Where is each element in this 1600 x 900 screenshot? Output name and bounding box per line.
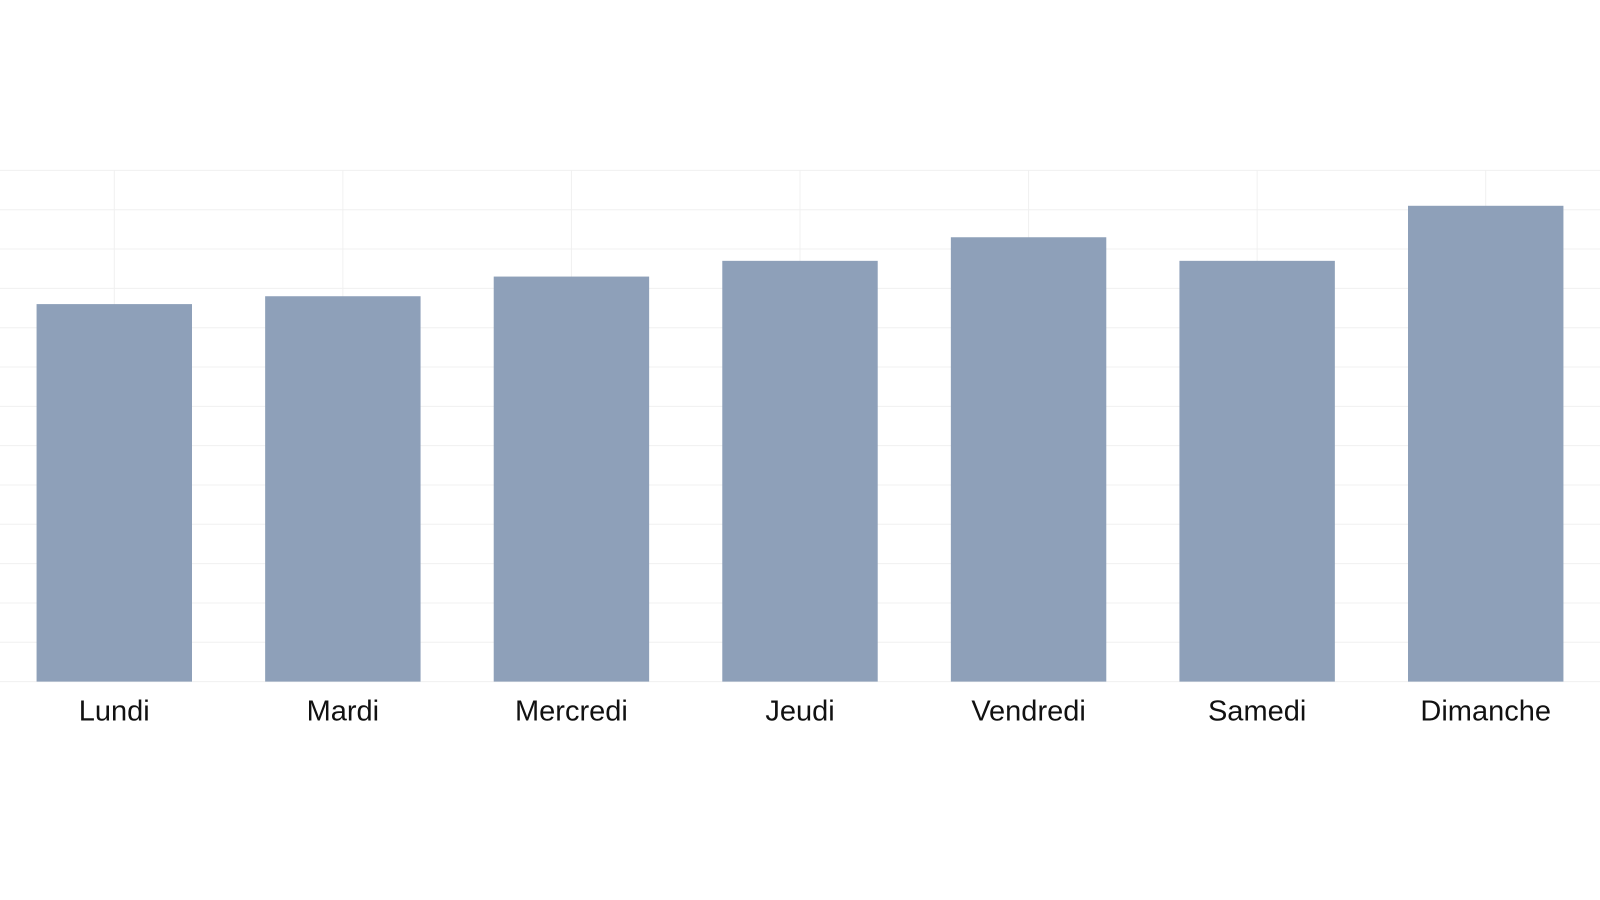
x-tick-label: Lundi xyxy=(79,695,150,727)
bar xyxy=(493,276,650,682)
x-tick-label: Jeudi xyxy=(765,695,834,727)
bar xyxy=(1408,205,1564,682)
x-tick-label: Vendredi xyxy=(971,695,1086,727)
bar xyxy=(1179,260,1335,682)
bar xyxy=(950,237,1107,682)
x-tick-label: Mardi xyxy=(307,695,380,727)
x-tick-label: Samedi xyxy=(1208,695,1306,727)
bar xyxy=(265,296,421,682)
bar xyxy=(36,304,193,682)
x-tick-label: Dimanche xyxy=(1420,695,1551,727)
x-tick-label: Mercredi xyxy=(515,695,628,727)
bar xyxy=(722,260,878,682)
